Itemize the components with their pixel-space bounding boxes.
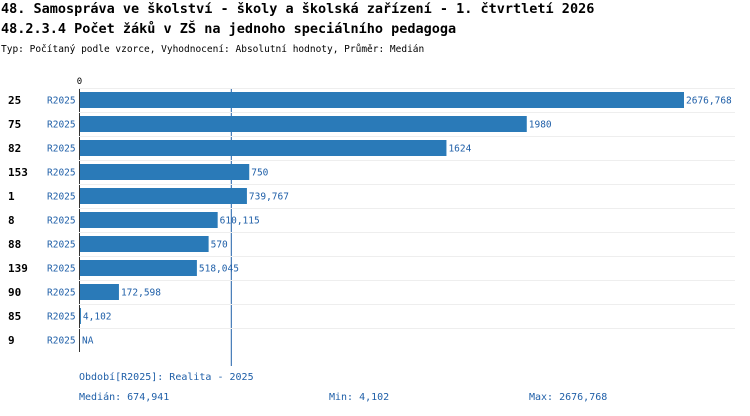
row-id-label: 88 [8, 238, 21, 251]
series-label: R2025 [47, 96, 76, 107]
footer-period: Období[R2025]: Realita - 2025 [79, 372, 254, 383]
footer-min: Min: 4,102 [329, 392, 390, 403]
row-id-label: 1 [8, 190, 15, 203]
chart-subtitle: 48.2.3.4 Počet žáků v ZŠ na jednoho spec… [1, 21, 457, 37]
value-label: 1980 [529, 120, 552, 131]
bar [80, 188, 247, 204]
row-id-label: 153 [8, 166, 28, 179]
bar [80, 212, 218, 228]
value-label: 739,767 [249, 192, 289, 203]
bar [80, 92, 684, 108]
series-label: R2025 [47, 312, 76, 323]
value-label: 610,115 [220, 216, 260, 227]
row-id-label: 75 [8, 118, 21, 131]
row-id-label: 85 [8, 310, 21, 323]
bar [80, 260, 197, 276]
row-id-label: 9 [8, 334, 15, 347]
bar [80, 236, 209, 252]
series-label: R2025 [47, 120, 76, 131]
value-label: 570 [211, 240, 228, 251]
value-label: 172,598 [121, 288, 161, 299]
value-label: 518,045 [199, 264, 239, 275]
chart-type-info: Typ: Počítaný podle vzorce, Vyhodnocení:… [1, 44, 425, 55]
series-label: R2025 [47, 288, 76, 299]
row-id-label: 8 [8, 214, 15, 227]
row-id-label: 139 [8, 262, 28, 275]
row-id-label: 90 [8, 286, 21, 299]
series-label: R2025 [47, 240, 76, 251]
bar [80, 284, 119, 300]
value-label: NA [82, 336, 94, 347]
series-label: R2025 [47, 144, 76, 155]
series-label: R2025 [47, 192, 76, 203]
chart-title: 48. Samospráva ve školství - školy a ško… [1, 1, 595, 17]
axis-zero-label: 0 [77, 77, 82, 87]
series-label: R2025 [47, 264, 76, 275]
series-label: R2025 [47, 216, 76, 227]
footer-max: Max: 2676,768 [529, 392, 608, 403]
bar [80, 140, 447, 156]
series-label: R2025 [47, 336, 76, 347]
value-label: 750 [251, 168, 268, 179]
series-label: R2025 [47, 168, 76, 179]
footer-median: Medián: 674,941 [79, 392, 170, 403]
value-label: 2676,768 [686, 96, 732, 107]
bar [80, 164, 250, 180]
bar [80, 116, 527, 132]
row-id-label: 82 [8, 142, 21, 155]
value-label: 4,102 [83, 312, 112, 323]
value-label: 1624 [448, 144, 471, 155]
bar [80, 308, 81, 324]
row-id-label: 25 [8, 94, 21, 107]
